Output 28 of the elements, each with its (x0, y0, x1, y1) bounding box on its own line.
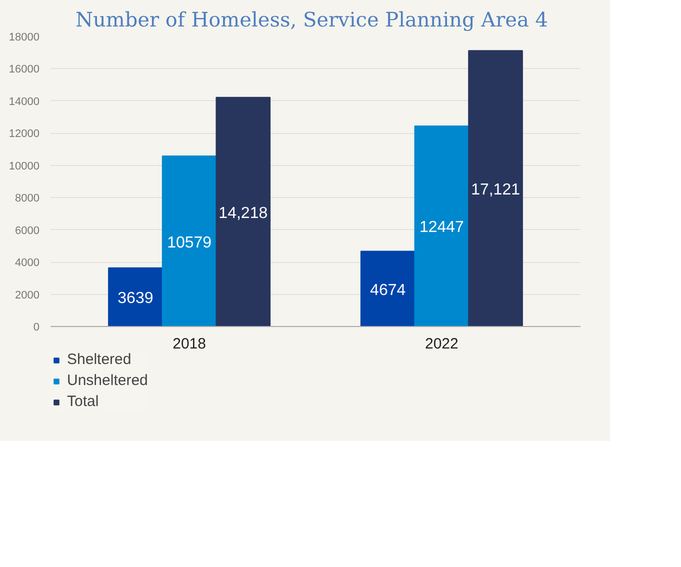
y-tick-label: 18000 (8, 32, 40, 44)
legend-label: Total (67, 393, 99, 410)
x-tick-label: 2018 (172, 336, 206, 352)
y-tick-label: 12000 (8, 128, 40, 140)
y-tick-label: 16000 (8, 64, 40, 76)
y-tick-label: 8000 (15, 192, 40, 205)
legend-label: Unsheltered (67, 372, 148, 389)
chart-title: Number of Homeless, Service Planning Area 4 (76, 8, 548, 32)
data-label: 17,121 (471, 182, 520, 199)
y-tick-label: 2000 (15, 289, 40, 302)
y-tick-label: 4000 (15, 257, 40, 270)
bar (414, 125, 470, 326)
data-label: 14,218 (218, 204, 268, 222)
y-tick-label: 6000 (15, 224, 40, 237)
bar (108, 267, 163, 326)
bar (360, 250, 416, 326)
y-tick-label: 0 (33, 322, 40, 334)
data-label: 10579 (167, 234, 212, 252)
x-tick-label: 2022 (425, 336, 458, 352)
bar (162, 156, 217, 326)
y-tick-label: 14000 (8, 96, 40, 108)
data-label: 4674 (370, 282, 406, 299)
bar (468, 50, 523, 326)
data-label: 12447 (419, 219, 464, 236)
data-label: 3639 (118, 290, 154, 308)
y-tick-label: 10000 (8, 160, 40, 172)
legend-label: Sheltered (67, 351, 132, 368)
bar (216, 96, 271, 326)
